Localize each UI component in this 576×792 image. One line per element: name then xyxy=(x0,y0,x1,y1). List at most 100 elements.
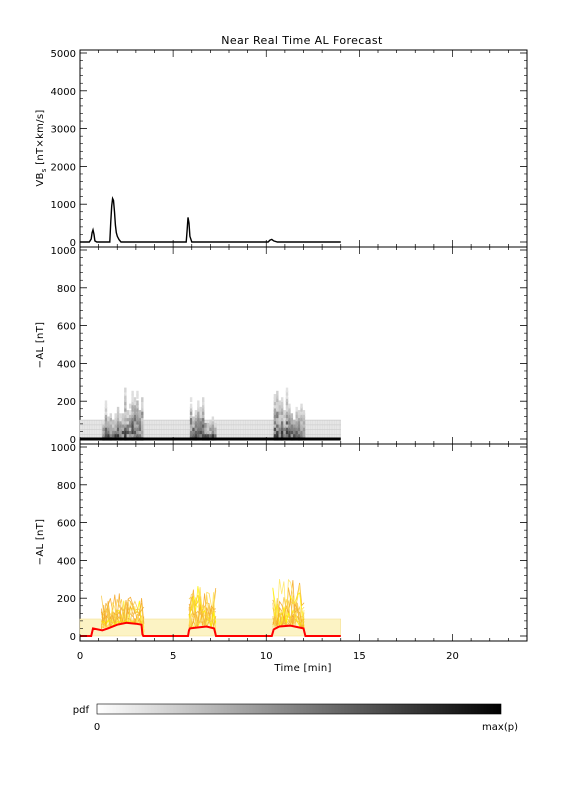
heatmap-cell xyxy=(141,426,144,431)
heatmap-cell xyxy=(126,422,129,428)
heatmap-cell xyxy=(204,422,207,428)
heatmap-cell xyxy=(278,410,281,415)
heatmap-cell xyxy=(204,432,207,438)
heatmap-cell xyxy=(300,406,303,412)
heatmap-cell xyxy=(121,413,125,419)
heatmap-cell xyxy=(189,422,193,428)
heatmap-cell xyxy=(214,432,217,438)
heatmap-cell xyxy=(133,397,137,403)
heatmap-cell xyxy=(197,416,200,422)
heatmap-cell xyxy=(194,410,198,415)
x-tick-label: 5 xyxy=(170,651,176,662)
heatmap-cell xyxy=(273,400,277,406)
heatmap-cell xyxy=(280,413,284,419)
heatmap-cell xyxy=(104,413,108,419)
heatmap-cell xyxy=(297,426,301,431)
heatmap-cell xyxy=(295,413,298,419)
heatmap-cell xyxy=(131,416,134,422)
heatmap-cell xyxy=(194,426,198,431)
heatmap-cell xyxy=(302,419,306,425)
heatmap-cell xyxy=(278,400,281,406)
heatmap-cell xyxy=(124,410,127,415)
heatmap-cell xyxy=(283,432,286,438)
heatmap-cell xyxy=(285,419,289,425)
x-tick-label: 20 xyxy=(446,651,459,662)
heatmap-cell xyxy=(102,426,105,431)
heatmap-cell xyxy=(288,429,291,435)
panel-al-forecast: 0 200 400 600 800 1000 0 5 10 15 20 −AL [nT] Time… xyxy=(35,443,528,674)
heatmap-cell xyxy=(192,419,195,425)
vbs-ylabel: VBs [nT×km/s] xyxy=(35,109,48,186)
heatmap-cell xyxy=(278,422,281,428)
heatmap-cell xyxy=(141,410,144,415)
heatmap-cell xyxy=(280,403,284,409)
heatmap-cell xyxy=(141,403,144,409)
heatmap-cell xyxy=(124,400,127,406)
heatmap-cell xyxy=(133,406,137,412)
heatmap-cell xyxy=(107,416,110,422)
heatmap-cell xyxy=(214,426,217,431)
heatmap-cell xyxy=(273,403,277,409)
heatmap-cell xyxy=(197,403,200,409)
heatmap-cell xyxy=(194,422,198,428)
heatmap-cell xyxy=(131,413,134,419)
al-forecast-yaxis-labels: 0 200 400 600 800 1000 xyxy=(51,443,76,643)
heatmap-cell xyxy=(124,432,127,438)
heatmap-cell xyxy=(280,410,284,415)
heatmap-cell xyxy=(114,419,117,425)
heatmap-cell xyxy=(114,422,117,428)
heatmap-cell xyxy=(138,432,142,438)
heatmap-cell xyxy=(276,426,279,431)
heatmap-cell xyxy=(285,403,289,409)
heatmap-cell xyxy=(189,429,193,435)
heatmap-cell xyxy=(201,429,205,435)
al-pdf-heatmap xyxy=(79,387,341,441)
heatmap-cell xyxy=(288,403,291,409)
heatmap-cell xyxy=(278,416,281,422)
heatmap-cell xyxy=(133,422,137,428)
heatmap-cell xyxy=(300,419,303,425)
heatmap-cell xyxy=(131,390,134,396)
heatmap-cell xyxy=(285,390,289,396)
heatmap-cell xyxy=(138,426,142,431)
heatmap-cell xyxy=(199,429,202,435)
heatmap-cell xyxy=(102,419,105,425)
heatmap-cell xyxy=(192,422,195,428)
heatmap-cell xyxy=(197,422,200,428)
heatmap-cell xyxy=(288,410,291,415)
heatmap-cell xyxy=(201,422,205,428)
heatmap-cell xyxy=(276,394,279,399)
y-tick-label: 1000 xyxy=(51,200,76,211)
heatmap-cell xyxy=(133,413,137,419)
heatmap-cell xyxy=(136,413,139,419)
vbs-ticks xyxy=(79,50,528,247)
al-forecast-median-line xyxy=(80,621,341,637)
heatmap-cell xyxy=(302,429,306,435)
heatmap-cell xyxy=(211,432,215,438)
heatmap-cell xyxy=(273,426,277,431)
heatmap-cell xyxy=(290,432,294,438)
heatmap-cell xyxy=(300,432,303,438)
heatmap-cell xyxy=(290,426,294,431)
heatmap-cell xyxy=(285,432,289,438)
heatmap-cell xyxy=(107,432,110,438)
heatmap-cell xyxy=(206,429,210,435)
heatmap-cell xyxy=(293,426,296,431)
heatmap-cell xyxy=(126,413,129,419)
heatmap-cell xyxy=(109,419,113,425)
heatmap-cell xyxy=(280,429,284,435)
pdf-colorbar-gradient xyxy=(96,703,502,715)
heatmap-cell xyxy=(280,400,284,406)
heatmap-cell xyxy=(288,406,291,412)
heatmap-cell xyxy=(201,426,205,431)
heatmap-cell xyxy=(273,419,277,425)
heatmap-cell xyxy=(206,426,210,431)
y-tick-label: 2000 xyxy=(51,162,76,173)
heatmap-cell xyxy=(131,429,134,435)
heatmap-cell xyxy=(211,422,215,428)
heatmap-cell xyxy=(119,432,122,438)
heatmap-cell xyxy=(197,413,200,419)
heatmap-cell xyxy=(295,432,298,438)
heatmap-cell xyxy=(104,406,108,412)
heatmap-cell xyxy=(288,419,291,425)
